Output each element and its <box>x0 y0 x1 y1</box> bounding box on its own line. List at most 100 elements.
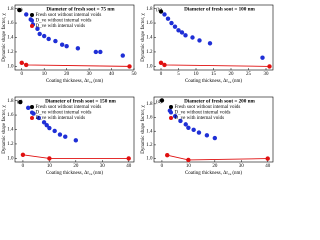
y-axis-label: Dynamic shape factor, χ <box>2 105 7 154</box>
legend-marker <box>30 116 34 120</box>
legend-marker <box>30 13 34 17</box>
legend-label: D_ve without internal voids <box>175 111 231 116</box>
chart-title: Diameter of fresh soot = 200 nm <box>184 99 255 105</box>
x-label-sub: ve <box>228 80 232 84</box>
x-tick-label: 10 <box>42 72 48 77</box>
data-point <box>186 125 191 130</box>
y-tick-label: 1.2 <box>7 50 14 55</box>
y-tick-label: 1.6 <box>7 21 14 26</box>
series-line <box>167 154 268 161</box>
data-point <box>190 35 195 40</box>
x-tick-label: 10 <box>47 164 53 169</box>
legend-marker <box>30 110 34 115</box>
legend-label: D_ve without internal voids <box>36 111 92 116</box>
data-point <box>127 64 132 69</box>
data-point <box>183 33 188 38</box>
legend-label: Fresh soot without internal voids <box>36 105 102 110</box>
x-tick-label: 40 <box>126 164 132 169</box>
panel: 1.0 1.2 1.4 1.6 1.8 0 5 10 15 20 25 30 Coating thick… <box>141 4 274 84</box>
x-tick-label: 20 <box>73 164 79 169</box>
data-point <box>19 60 24 65</box>
data-point <box>41 33 47 39</box>
x-tick-label: 5 <box>177 72 180 77</box>
data-point <box>44 122 49 128</box>
data-point <box>98 49 103 55</box>
data-point <box>196 130 202 135</box>
y-axis-label: Dynamic shape factor, χ <box>2 13 7 62</box>
y-tick-label: 1.4 <box>146 129 153 134</box>
data-point <box>176 28 181 33</box>
y-tick-label: 1.4 <box>7 36 14 41</box>
panel: 1.0 1.2 1.4 1.6 1.8 0 10 20 30 40 50 Coating thickn… <box>2 4 138 84</box>
x-tick-label: 20 <box>212 164 218 169</box>
plot-frame <box>153 4 274 71</box>
legend-label: D_ve with internal voids <box>175 116 225 121</box>
chart-title: Diameter of fresh soot = 150 nm <box>45 99 116 105</box>
x-tick-label: 10 <box>194 72 200 77</box>
data-point <box>24 62 29 68</box>
data-point <box>178 118 183 124</box>
x-label-sub: ve <box>89 80 93 84</box>
data-point <box>191 127 196 133</box>
data-point <box>186 157 191 163</box>
data-point <box>207 41 213 46</box>
data-point <box>158 60 164 65</box>
data-point <box>169 20 174 26</box>
y-tick-label: 1.8 <box>146 102 153 107</box>
chart-title: Diameter of fresh soot = 100 nm <box>184 7 255 13</box>
x-label-end: (nm) <box>232 79 242 84</box>
data-point <box>41 120 47 125</box>
y-tick-label: 1.2 <box>7 142 14 147</box>
data-point <box>75 46 81 51</box>
data-point <box>20 152 26 157</box>
data-point <box>63 134 68 139</box>
plot-frame <box>153 96 274 163</box>
series-line <box>21 62 130 67</box>
legend-label: D_ve without internal voids <box>36 19 92 24</box>
data-point <box>52 128 57 134</box>
data-point <box>212 135 218 141</box>
x-tick-label: 15 <box>211 72 217 77</box>
x-label-main: Coating thickness, Δr <box>46 79 89 84</box>
x-tick-label: 30 <box>264 72 270 77</box>
legend-marker <box>30 24 34 28</box>
data-point <box>197 38 202 43</box>
x-tick-label: 30 <box>239 164 245 169</box>
x-tick-label: 40 <box>265 164 271 169</box>
x-label-end: (nm) <box>93 79 103 84</box>
legend-label: D_ve with internal voids <box>36 24 86 29</box>
data-point <box>267 64 272 69</box>
x-label-end: (nm) <box>93 171 103 176</box>
data-point <box>260 55 265 60</box>
y-tick-label: 1.2 <box>146 143 153 148</box>
data-point <box>172 24 178 29</box>
data-point <box>158 9 164 14</box>
data-point <box>57 132 63 137</box>
x-label-main: Coating thickness, Δr <box>185 171 228 176</box>
data-point <box>165 152 170 158</box>
data-point <box>64 43 69 49</box>
data-point <box>172 113 178 119</box>
x-axis-label: Coating thickness, Δrve(nm) <box>185 79 242 84</box>
data-point <box>17 7 22 13</box>
y-tick-label: 1.8 <box>7 99 14 104</box>
y-axis-label: Dynamic shape factor, χ <box>141 13 146 62</box>
x-tick-label: 0 <box>20 72 23 77</box>
y-tick-label: 1.6 <box>7 113 14 118</box>
x-tick-label: 50 <box>132 72 138 77</box>
data-point <box>126 156 131 161</box>
legend-marker <box>169 110 173 115</box>
data-point <box>47 125 52 131</box>
x-tick-label: 30 <box>100 164 106 169</box>
data-point <box>53 38 58 44</box>
y-tick-label: 1.0 <box>146 65 153 70</box>
legend-label: Fresh soot without internal voids <box>36 13 102 18</box>
data-point <box>265 156 270 161</box>
y-tick-label: 1.8 <box>146 7 153 12</box>
data-point <box>46 36 51 42</box>
data-point <box>37 31 42 37</box>
x-axis-label: Coating thickness, Δrve(nm) <box>46 79 103 84</box>
